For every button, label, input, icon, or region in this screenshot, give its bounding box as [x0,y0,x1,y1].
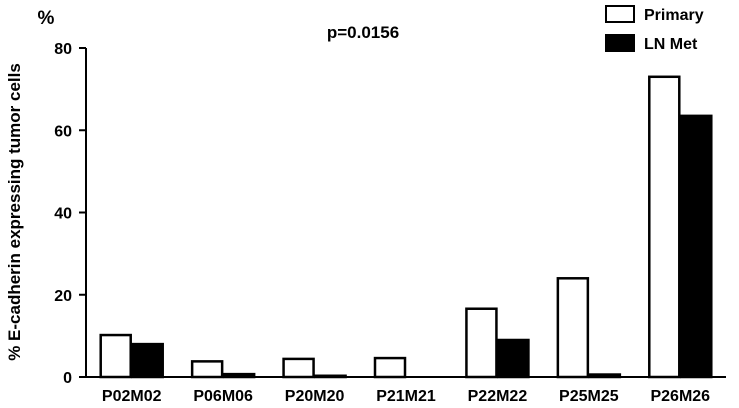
y-tick-label: 0 [63,370,72,387]
y-tick-label: 60 [54,123,72,140]
legend-label: Primary [644,7,704,24]
bar-primary [556,277,590,379]
y-tick-label: 80 [54,41,72,58]
bar-ln-met [131,342,164,379]
y-axis-label: % E-cadherin expressing tumor cells [5,63,24,361]
bar-primary [648,75,681,379]
x-tick-label: P26M26 [650,388,710,405]
legend-swatch [605,34,635,52]
bar-primary [282,357,315,379]
bar-ln-met [588,373,622,379]
x-tick-label: P06M06 [193,388,253,405]
bar-primary [99,333,132,379]
y-tick-label: 40 [54,206,72,223]
x-tick-label: P25M25 [559,388,619,405]
legend: Primary LN Met [605,5,704,53]
bars [99,75,713,379]
x-tick-label: P02M02 [102,388,162,405]
y-tick-label: 20 [54,288,72,305]
bar-ln-met [497,338,530,379]
legend-label: LN Met [644,36,698,53]
legend-swatch [605,5,635,23]
x-tick-label: P20M20 [285,388,345,405]
bar-primary [465,307,498,379]
bar-ln-met [222,372,256,379]
bar-ln-met [680,114,713,379]
y-unit-label: % [38,8,55,29]
x-tick-label: P21M21 [376,388,436,405]
chart-title: p=0.0156 [327,23,399,42]
axes [85,48,726,378]
bar-primary [373,356,407,379]
bar-primary [190,360,224,379]
bar-ln-met [314,374,347,379]
x-tick-labels: P02M02 P06M06 P20M20 P21M21 P22M22 P25M25 P26M… [102,388,710,405]
x-tick-label: P22M22 [468,388,528,405]
y-ticks: 0 20 40 60 80 [54,41,86,387]
